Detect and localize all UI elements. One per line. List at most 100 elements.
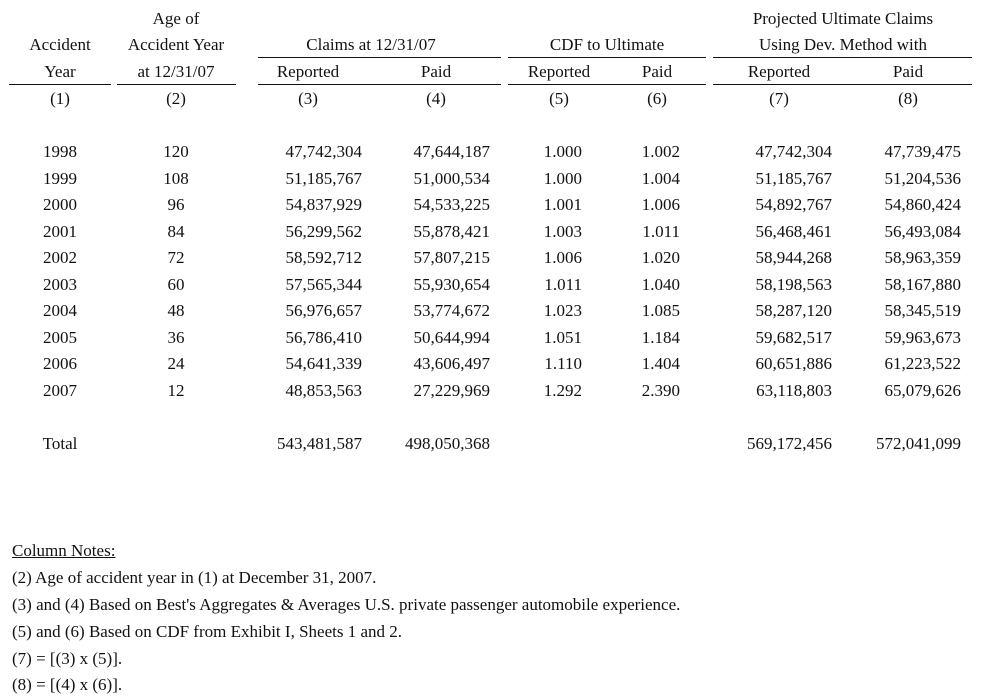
cell-cdf-reported: 1.003 — [543, 222, 582, 241]
cell-cdf-paid: 1.011 — [642, 222, 680, 241]
subheader-reported: Reported — [276, 62, 340, 81]
cell-accident-year: 2005 — [43, 328, 77, 347]
header-proj-line2: Using Dev. Method with — [759, 35, 927, 54]
cell-proj-paid: 65,079,626 — [884, 381, 962, 400]
cell-cdf-paid: 1.404 — [641, 354, 680, 373]
header-age-line3: at 12/31/07 — [137, 62, 215, 81]
cell-age: 24 — [167, 354, 185, 373]
cell-proj-paid: 58,167,880 — [884, 275, 962, 294]
cell-cdf-reported: 1.001 — [543, 195, 582, 214]
cell-proj-paid: 56,493,084 — [884, 222, 962, 241]
cell-age: 108 — [163, 169, 189, 188]
total-reported: 543,481,587 — [277, 434, 362, 453]
cell-proj-paid: 51,204,536 — [884, 169, 962, 188]
cell-age: 120 — [163, 142, 189, 161]
cell-cdf-paid: 1.085 — [641, 301, 680, 320]
cell-accident-year: 2006 — [43, 354, 77, 373]
cell-accident-year: 2000 — [43, 195, 77, 214]
note-item: (8) = [(4) x (6)]. — [12, 675, 123, 694]
col56-rule — [508, 84, 706, 85]
cell-reported: 56,786,410 — [285, 328, 363, 347]
cell-proj-reported: 51,185,767 — [755, 169, 833, 188]
cell-cdf-paid: 1.006 — [641, 195, 680, 214]
cell-cdf-reported: 1.006 — [543, 248, 582, 267]
subheader-paid: Paid — [420, 62, 452, 81]
colnum-5: (5) — [549, 89, 569, 108]
cell-cdf-reported: 1.051 — [543, 328, 582, 347]
colnum-4: (4) — [426, 89, 446, 108]
cell-proj-paid: 61,223,522 — [884, 354, 962, 373]
note-item: (7) = [(3) x (5)]. — [12, 649, 123, 668]
notes-title: Column Notes: — [12, 541, 116, 560]
cell-proj-reported: 56,468,461 — [755, 222, 833, 241]
cell-cdf-paid: 1.020 — [641, 248, 680, 267]
cell-proj-paid: 58,345,519 — [884, 301, 962, 320]
cell-accident-year: 1999 — [43, 169, 77, 188]
cell-proj-paid: 58,963,359 — [884, 248, 962, 267]
cell-accident-year: 2007 — [43, 381, 77, 400]
total-proj-paid: 572,041,099 — [876, 434, 961, 453]
header-year: Year — [44, 62, 76, 81]
cell-cdf-paid: 1.184 — [641, 328, 680, 347]
cell-proj-reported: 63,118,803 — [756, 381, 832, 400]
cell-paid: 54,533,225 — [413, 195, 491, 214]
cell-paid: 50,644,994 — [413, 328, 491, 347]
cell-cdf-reported: 1.000 — [543, 142, 582, 161]
cell-cdf-reported: 1.000 — [543, 169, 582, 188]
colnum-3: (3) — [298, 89, 318, 108]
note-item: (2) Age of accident year in (1) at Decem… — [12, 568, 377, 587]
subheader-proj-reported: Reported — [747, 62, 811, 81]
colnum-1: (1) — [50, 89, 70, 108]
cell-reported: 47,742,304 — [285, 142, 363, 161]
cell-reported: 51,185,767 — [285, 169, 363, 188]
cdf-group-rule — [508, 57, 706, 58]
header-age-line2: Accident Year — [127, 35, 225, 54]
total-label: Total — [42, 434, 78, 453]
cell-paid: 55,878,421 — [413, 222, 491, 241]
cell-age: 12 — [167, 381, 185, 400]
colnum-2: (2) — [166, 89, 186, 108]
cell-accident-year: 1998 — [43, 142, 77, 161]
header-age-line1: Age of — [152, 9, 200, 28]
cell-age: 48 — [167, 301, 185, 320]
cell-paid: 27,229,969 — [413, 381, 491, 400]
cell-reported: 56,976,657 — [285, 301, 363, 320]
cell-accident-year: 2003 — [43, 275, 77, 294]
note-item: (5) and (6) Based on CDF from Exhibit I,… — [12, 622, 402, 641]
cell-paid: 53,774,672 — [413, 301, 491, 320]
cell-cdf-reported: 1.292 — [543, 381, 582, 400]
total-paid: 498,050,368 — [405, 434, 490, 453]
cell-age: 36 — [167, 328, 185, 347]
header-claims-group: Claims at 12/31/07 — [306, 35, 436, 54]
subheader-cdf-reported: Reported — [527, 62, 591, 81]
cell-proj-reported: 54,892,767 — [755, 195, 833, 214]
subheader-proj-paid: Paid — [892, 62, 924, 81]
cell-paid: 47,644,187 — [413, 142, 491, 161]
subheader-cdf-paid: Paid — [641, 62, 673, 81]
cell-paid: 51,000,534 — [413, 169, 491, 188]
header-cdf-group: CDF to Ultimate — [549, 35, 665, 54]
col1-rule — [9, 84, 111, 85]
cell-paid: 57,807,215 — [413, 248, 491, 267]
header-accident: Accident — [29, 35, 91, 54]
cell-cdf-paid: 1.004 — [641, 169, 680, 188]
note-item: (3) and (4) Based on Best's Aggregates &… — [12, 595, 681, 614]
cell-age: 84 — [167, 222, 185, 241]
col78-rule — [713, 84, 972, 85]
cell-reported: 54,641,339 — [285, 354, 363, 373]
cell-proj-reported: 58,287,120 — [755, 301, 833, 320]
claims-group-rule — [258, 57, 501, 58]
proj-group-rule — [713, 57, 972, 58]
cell-accident-year: 2004 — [43, 301, 77, 320]
cell-accident-year: 2001 — [43, 222, 77, 241]
cell-reported: 54,837,929 — [285, 195, 363, 214]
cell-reported: 56,299,562 — [285, 222, 363, 241]
cell-accident-year: 2002 — [43, 248, 77, 267]
cell-reported: 58,592,712 — [285, 248, 363, 267]
header-proj-line1: Projected Ultimate Claims — [752, 9, 934, 28]
cell-proj-reported: 58,198,563 — [755, 275, 833, 294]
cell-cdf-reported: 1.011 — [544, 275, 582, 294]
cell-reported: 48,853,563 — [285, 381, 363, 400]
cell-cdf-paid: 2.390 — [641, 381, 680, 400]
cell-age: 96 — [167, 195, 185, 214]
